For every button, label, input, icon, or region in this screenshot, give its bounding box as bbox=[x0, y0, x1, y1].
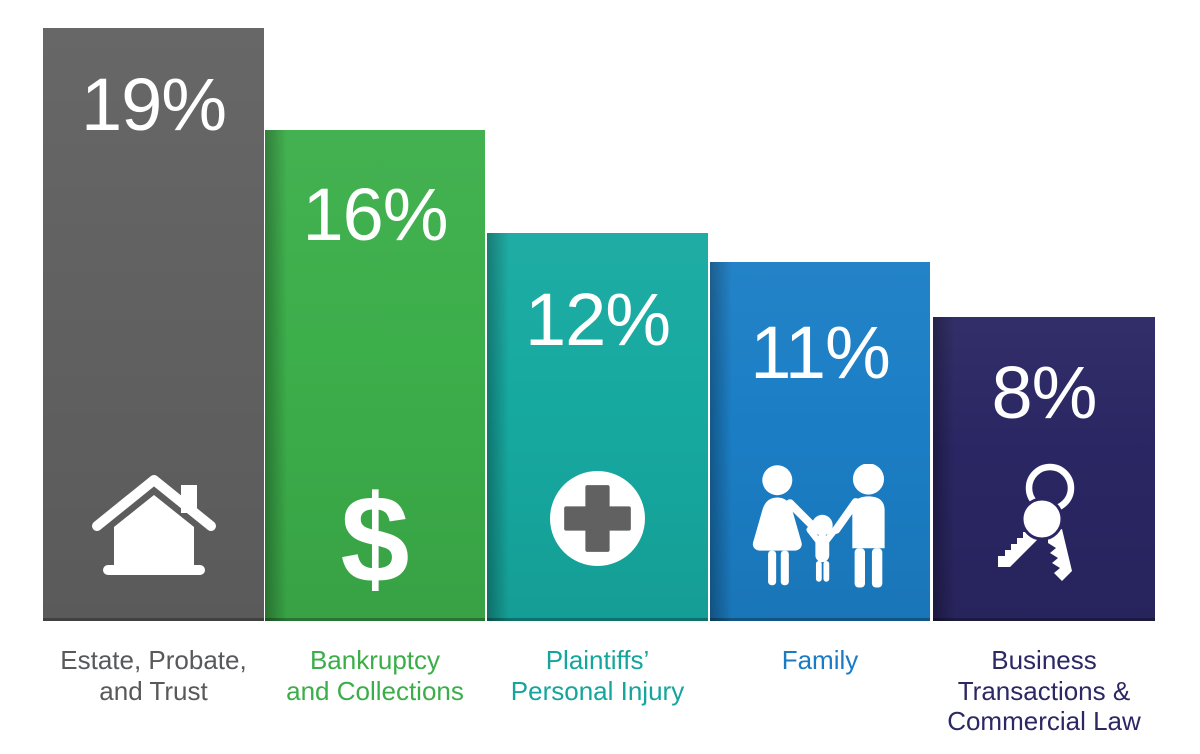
category-label-business-transactions-commercial-law: Business Transactions & Commercial Law bbox=[903, 645, 1185, 737]
value-label-personal-injury: 12% bbox=[524, 278, 671, 361]
dollar-icon: $ bbox=[265, 479, 485, 603]
value-label-family: 11% bbox=[750, 311, 891, 394]
category-line: Estate, Probate, bbox=[60, 645, 247, 675]
category-label-estate-probate-and-trust: Estate, Probate, and Trust bbox=[23, 645, 284, 706]
bar-bankruptcy-and-collections: 16% $ bbox=[265, 130, 485, 621]
category-label-bankruptcy-and-collections: Bankruptcy and Collections bbox=[245, 645, 505, 706]
bar-estate-probate-and-trust: 19% bbox=[43, 28, 264, 621]
category-line: Personal Injury bbox=[510, 675, 685, 706]
category-line: Family bbox=[781, 645, 859, 675]
category-line: Business bbox=[991, 645, 1097, 675]
category-line: Transactions & bbox=[957, 675, 1131, 706]
value-label-estate: 19% bbox=[80, 63, 227, 146]
category-line: Bankruptcy bbox=[309, 645, 441, 675]
bar-family: 11% bbox=[710, 262, 930, 621]
value-label-business: 8% bbox=[991, 351, 1098, 434]
family-icon bbox=[710, 464, 930, 591]
medical-cross-icon bbox=[487, 470, 708, 567]
category-line: and Collections bbox=[286, 675, 464, 706]
category-line: Plaintiffs’ bbox=[545, 645, 650, 675]
category-label-family: Family bbox=[690, 645, 950, 676]
bar-business-transactions-commercial-law: 8% bbox=[933, 317, 1155, 621]
category-line: and Trust bbox=[99, 675, 208, 706]
bar-plaintiffs-personal-injury: 12% bbox=[487, 233, 708, 621]
keys-icon bbox=[933, 461, 1155, 588]
value-label-bankruptcy: 16% bbox=[302, 173, 448, 256]
house-icon bbox=[43, 471, 264, 577]
dollar-glyph: $ bbox=[340, 471, 410, 610]
category-label-plaintiffs-personal-injury: Plaintiffs’ Personal Injury bbox=[467, 645, 728, 706]
category-line: Commercial Law bbox=[947, 706, 1141, 737]
